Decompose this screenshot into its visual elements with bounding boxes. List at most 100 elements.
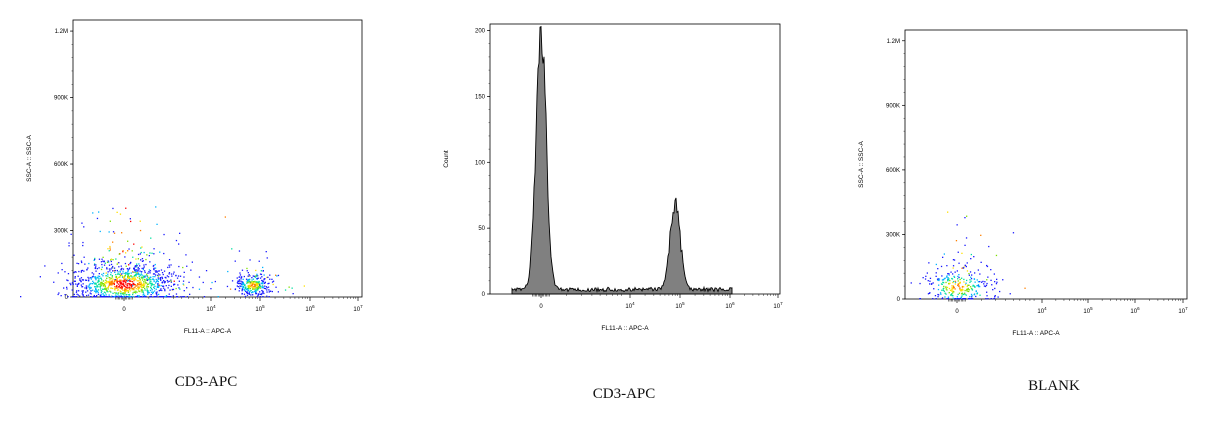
- event-point: [256, 286, 258, 289]
- event-point: [139, 265, 141, 267]
- event-point: [155, 282, 157, 284]
- event-point: [178, 287, 180, 289]
- event-point: [82, 244, 84, 247]
- event-point: [132, 292, 134, 294]
- event-point: [971, 296, 973, 298]
- event-point: [940, 283, 943, 285]
- event-point: [254, 287, 256, 289]
- event-point: [247, 279, 249, 282]
- event-point: [156, 280, 159, 282]
- event-point: [118, 296, 121, 298]
- event-point: [948, 273, 950, 275]
- event-point: [956, 224, 958, 226]
- event-point: [101, 258, 103, 260]
- event-point: [155, 288, 157, 290]
- event-point: [87, 276, 89, 279]
- event-point: [260, 285, 262, 288]
- event-point: [965, 282, 967, 284]
- event-point: [114, 295, 117, 297]
- event-point: [105, 279, 107, 281]
- event-point: [114, 271, 116, 273]
- event-point: [131, 276, 133, 278]
- event-point: [126, 290, 128, 292]
- event-point: [130, 284, 133, 286]
- event-point: [268, 296, 270, 298]
- event-point: [136, 295, 139, 297]
- event-point: [952, 273, 954, 275]
- event-point: [246, 282, 248, 284]
- event-point: [975, 295, 977, 298]
- event-point: [969, 279, 971, 281]
- event-point: [967, 287, 969, 290]
- event-point: [115, 287, 117, 289]
- event-point: [141, 260, 144, 262]
- event-point: [139, 279, 141, 281]
- event-point: [258, 293, 260, 295]
- event-point: [244, 289, 246, 292]
- event-point: [951, 285, 953, 287]
- y-tick-label: 150: [475, 94, 486, 100]
- event-point: [257, 275, 259, 277]
- event-point: [968, 273, 970, 275]
- event-point: [138, 280, 140, 282]
- event-point: [155, 292, 157, 294]
- event-point: [133, 282, 135, 285]
- event-point: [80, 284, 82, 286]
- event-point: [252, 291, 254, 294]
- event-point: [251, 281, 253, 283]
- event-point: [950, 271, 952, 273]
- event-point: [147, 292, 149, 294]
- event-point: [119, 213, 122, 215]
- event-point: [961, 293, 963, 295]
- event-point: [262, 266, 264, 269]
- x-tick-label: 0: [122, 307, 126, 313]
- event-point: [177, 275, 180, 277]
- event-point: [262, 286, 264, 289]
- event-point: [234, 288, 236, 291]
- event-point: [112, 282, 115, 285]
- event-point: [134, 274, 136, 277]
- event-point: [937, 278, 939, 280]
- event-point: [124, 262, 127, 265]
- event-point: [157, 283, 159, 286]
- event-point: [155, 278, 157, 281]
- event-point: [147, 293, 149, 295]
- event-point: [152, 284, 154, 286]
- event-point: [124, 296, 126, 298]
- event-point: [53, 281, 55, 283]
- event-point: [114, 292, 116, 294]
- event-point: [979, 281, 981, 283]
- event-point: [138, 273, 140, 276]
- event-point: [121, 276, 124, 278]
- event-point: [113, 283, 115, 286]
- event-point: [974, 281, 976, 283]
- event-point: [94, 296, 96, 298]
- event-point: [124, 275, 126, 277]
- event-point: [262, 281, 265, 283]
- event-point: [104, 288, 106, 290]
- event-point: [174, 283, 176, 285]
- event-point: [241, 269, 244, 271]
- event-point: [162, 285, 164, 287]
- event-point: [133, 275, 135, 277]
- event-point: [135, 288, 137, 290]
- event-point: [91, 272, 93, 274]
- event-point: [994, 295, 996, 297]
- event-point: [258, 281, 260, 283]
- event-point: [168, 273, 170, 275]
- event-point: [942, 279, 945, 281]
- event-point: [251, 279, 253, 281]
- event-point: [252, 294, 254, 296]
- event-point: [943, 282, 945, 284]
- event-point: [142, 268, 144, 271]
- event-point: [102, 285, 104, 287]
- event-point: [137, 268, 139, 270]
- event-point: [919, 298, 921, 300]
- event-point: [140, 276, 142, 278]
- event-point: [239, 276, 241, 278]
- event-point: [154, 290, 156, 292]
- event-point: [277, 274, 280, 277]
- event-point: [61, 269, 63, 271]
- event-point: [958, 283, 960, 285]
- event-point: [73, 293, 75, 296]
